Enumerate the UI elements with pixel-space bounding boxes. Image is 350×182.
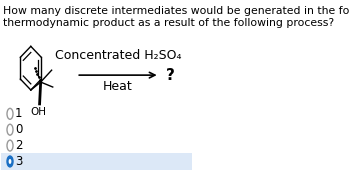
Text: How many discrete intermediates would be generated in the formation of the: How many discrete intermediates would be…	[4, 6, 350, 16]
Circle shape	[7, 156, 13, 167]
Text: 2: 2	[15, 139, 22, 152]
FancyBboxPatch shape	[1, 153, 192, 170]
Text: 3: 3	[15, 155, 22, 168]
Circle shape	[9, 159, 12, 164]
Text: thermodynamic product as a result of the following process?: thermodynamic product as a result of the…	[4, 18, 335, 27]
Text: OH: OH	[30, 107, 47, 117]
Text: Concentrated H₂SO₄: Concentrated H₂SO₄	[55, 49, 181, 62]
Text: 0: 0	[15, 123, 22, 136]
Text: ?: ?	[166, 68, 175, 83]
Text: Heat: Heat	[103, 80, 133, 93]
Text: 1: 1	[15, 107, 22, 120]
